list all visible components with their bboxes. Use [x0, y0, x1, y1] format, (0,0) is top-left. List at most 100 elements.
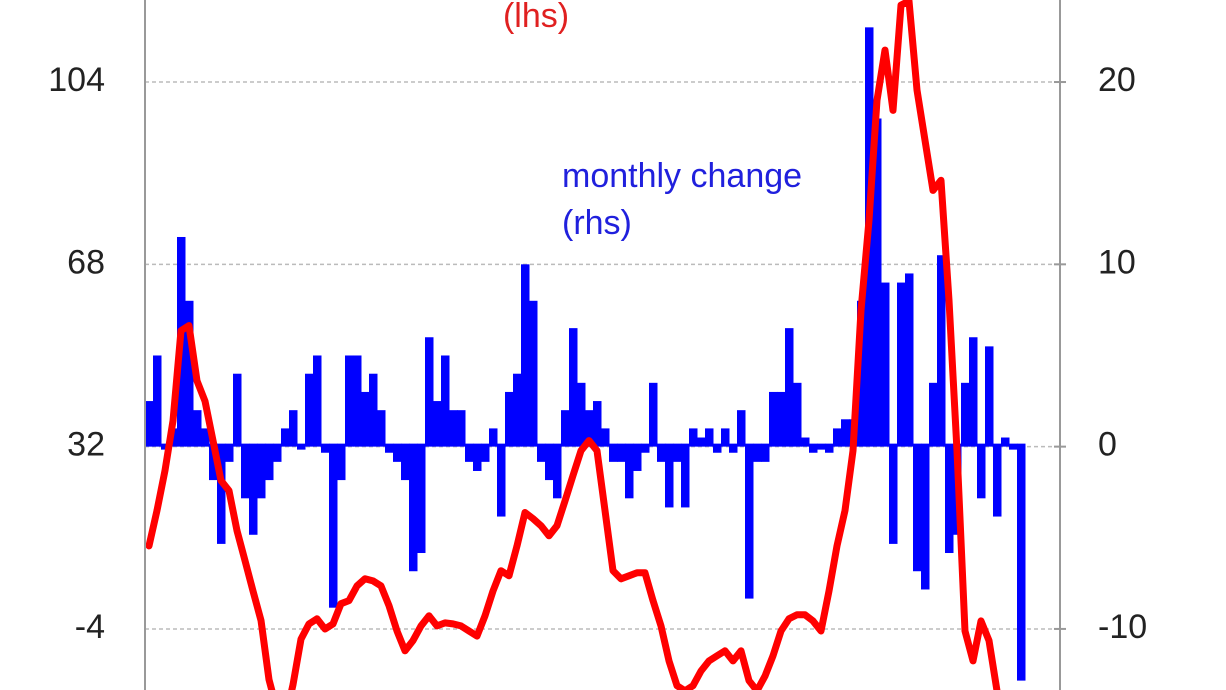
bar — [313, 355, 322, 447]
bar — [481, 443, 490, 462]
bar — [529, 300, 538, 447]
y2-tick-label: -10 — [1098, 608, 1147, 646]
bar — [641, 443, 650, 453]
bar — [201, 428, 210, 447]
bar — [329, 443, 338, 608]
bar — [601, 428, 610, 447]
bar — [425, 337, 434, 447]
bar — [809, 443, 818, 453]
bar — [729, 443, 738, 453]
bar — [913, 443, 922, 572]
bar — [681, 443, 690, 508]
bar — [257, 443, 266, 499]
bar — [857, 300, 866, 447]
bar — [505, 391, 514, 447]
bar — [593, 401, 602, 447]
bar — [497, 443, 506, 517]
bar — [1009, 443, 1018, 450]
y2-tick-label: 10 — [1098, 243, 1136, 281]
bar — [785, 328, 794, 447]
bar — [657, 443, 666, 462]
bar — [1001, 437, 1010, 447]
bar — [705, 428, 714, 447]
bar — [817, 443, 826, 450]
y2-tick-label: 0 — [1098, 426, 1117, 464]
bar — [233, 373, 242, 447]
bar — [241, 443, 250, 499]
bar — [697, 437, 706, 447]
bar — [377, 410, 386, 447]
bar — [649, 382, 658, 447]
bar — [545, 443, 554, 481]
bar — [753, 443, 762, 462]
bar — [833, 428, 842, 447]
bar — [209, 443, 218, 481]
bar — [289, 410, 298, 447]
bar — [393, 443, 402, 462]
bar — [889, 443, 898, 544]
bar — [353, 355, 362, 447]
bar — [825, 443, 834, 453]
bar — [345, 355, 354, 447]
bar — [761, 443, 770, 462]
bar — [625, 443, 634, 499]
bar — [361, 391, 370, 447]
bar — [297, 443, 306, 450]
bar — [769, 391, 778, 447]
bar — [961, 382, 970, 447]
bar — [569, 328, 578, 447]
annotation: (lhs) — [503, 0, 569, 35]
bar — [617, 443, 626, 462]
bar — [417, 443, 426, 554]
bar — [513, 373, 522, 447]
bar — [721, 428, 730, 447]
bar — [737, 410, 746, 447]
bar — [153, 355, 162, 447]
bar — [609, 443, 618, 462]
plot-area — [145, 0, 1026, 690]
y-tick-label: 104 — [48, 61, 105, 99]
annotation: monthly change — [562, 157, 802, 195]
bar — [305, 373, 314, 447]
bar — [561, 410, 570, 447]
bar — [841, 419, 850, 447]
bar — [433, 401, 442, 447]
bar — [385, 443, 394, 453]
bar — [585, 410, 594, 447]
bar — [521, 264, 530, 447]
bar — [993, 443, 1002, 517]
bar — [473, 443, 482, 471]
bar — [265, 443, 274, 481]
bar — [873, 118, 882, 447]
bar — [281, 428, 290, 447]
bar — [337, 443, 346, 481]
bar — [905, 273, 914, 447]
bar — [401, 443, 410, 481]
bar — [185, 300, 194, 447]
bar — [945, 443, 954, 554]
bar — [273, 443, 282, 462]
bar — [673, 443, 682, 462]
bar — [1017, 443, 1026, 681]
annotation: (rhs) — [562, 204, 632, 242]
labels: (lhs) monthly change (rhs) -4 32 68 104 -10 0… — [48, 0, 1147, 646]
bar — [249, 443, 258, 535]
bar — [985, 346, 994, 447]
bar — [441, 355, 450, 447]
bar — [145, 401, 154, 447]
bar — [457, 410, 466, 447]
bar — [321, 443, 330, 453]
bar — [801, 437, 810, 447]
bar — [929, 382, 938, 447]
bar — [553, 443, 562, 499]
y-tick-label: 32 — [67, 426, 105, 464]
bar — [921, 443, 930, 590]
bar — [465, 443, 474, 462]
bar — [977, 443, 986, 499]
bar — [225, 443, 234, 462]
bar — [409, 443, 418, 572]
bar — [937, 255, 946, 447]
bar — [537, 443, 546, 462]
